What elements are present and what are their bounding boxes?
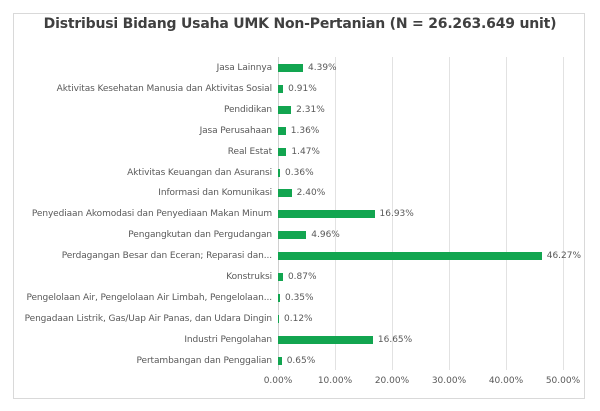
bar-row: Informasi dan Komunikasi 2.40% [0, 186, 600, 200]
value-label: 16.93% [379, 209, 414, 220]
bar-row: Penyediaan Akomodasi dan Penyediaan Maka… [0, 207, 600, 221]
category-label: Aktivitas Kesehatan Manusia dan Aktivita… [56, 83, 272, 94]
x-tick-label: 0.00% [263, 376, 293, 386]
bar [278, 252, 542, 261]
chart-title: Distribusi Bidang Usaha UMK Non-Pertania… [43, 16, 557, 32]
value-label: 0.65% [286, 355, 316, 366]
bar [278, 314, 279, 323]
bar-row: Pengadaan Listrik, Gas/Uap Air Panas, da… [0, 312, 600, 326]
category-label: Real Estat [227, 146, 272, 157]
bar-row: Perdagangan Besar dan Eceran; Reparasi d… [0, 249, 600, 263]
category-label: Aktivitas Keuangan dan Asuransi [127, 167, 272, 178]
bar [278, 84, 284, 93]
category-label: Jasa Lainnya [216, 63, 272, 73]
x-tick-label: 10.00% [317, 376, 353, 386]
value-label: 16.65% [377, 334, 413, 345]
bar-row: Aktivitas Kesehatan Manusia dan Aktivita… [0, 82, 600, 96]
bar [278, 273, 283, 281]
value-label: 0.87% [287, 272, 317, 282]
bar [278, 356, 282, 365]
bar-row: Real Estat 1.47% [0, 145, 600, 159]
x-tick-label: 30.00% [431, 376, 467, 386]
value-label: 0.12% [284, 313, 313, 324]
bar [278, 105, 292, 114]
category-label: Pendidikan [223, 104, 272, 115]
bar [278, 231, 307, 240]
value-label: 0.36% [285, 167, 314, 178]
x-tick-label: 40.00% [488, 376, 524, 386]
value-label: 1.36% [290, 125, 320, 136]
bar-row: Pendidikan 2.31% [0, 103, 600, 117]
bar-row: Pengelolaan Air, Pengelolaan Air Limbah,… [0, 291, 600, 305]
bar [278, 210, 375, 219]
bar-row: Pertambangan dan Penggalian 0.65% [0, 354, 600, 368]
category-label: Pengelolaan Air, Pengelolaan Air Limbah,… [26, 292, 272, 303]
bar [278, 126, 286, 135]
value-label: 1.47% [291, 146, 320, 157]
gridline [563, 57, 564, 370]
bar-row: Pengangkutan dan Pergudangan 4.96% [0, 228, 600, 242]
category-label: Pengadaan Listrik, Gas/Uap Air Panas, da… [24, 313, 272, 324]
value-label: 46.27% [546, 251, 582, 262]
category-label: Konstruksi [226, 272, 272, 282]
bar [278, 293, 280, 302]
category-label: Industri Pengolahan [184, 334, 272, 345]
bar-row: Jasa Perusahaan 1.36% [0, 124, 600, 138]
category-label: Informasi dan Komunikasi [158, 188, 272, 199]
x-tick-label: 20.00% [374, 376, 410, 386]
value-label: 0.35% [284, 292, 314, 303]
bar-row: Jasa Lainnya 4.39% [0, 61, 600, 75]
bar [278, 64, 304, 72]
category-label: Jasa Perusahaan [199, 125, 273, 136]
value-label: 4.96% [311, 230, 340, 241]
gridline [506, 57, 507, 370]
bar-row: Konstruksi 0.87% [0, 270, 600, 284]
bar [278, 168, 281, 177]
bar [278, 335, 373, 344]
bar [278, 147, 287, 156]
category-label: Pertambangan dan Penggalian [136, 355, 273, 366]
category-label: Penyediaan Akomodasi dan Penyediaan Maka… [31, 209, 272, 220]
value-label: 2.31% [296, 104, 325, 115]
value-label: 0.91% [288, 83, 317, 94]
x-tick-label: 50.00% [545, 376, 581, 386]
gridline [449, 57, 450, 370]
category-label: Perdagangan Besar dan Eceran; Reparasi d… [61, 251, 272, 262]
bar-row: Industri Pengolahan 16.65% [0, 333, 600, 347]
bar-row: Aktivitas Keuangan dan Asuransi 0.36% [0, 166, 600, 180]
category-label: Pengangkutan dan Pergudangan [128, 230, 272, 241]
bar [278, 189, 292, 198]
gridline [392, 57, 393, 370]
value-label: 2.40% [296, 188, 326, 199]
value-label: 4.39% [308, 63, 337, 73]
chart-frame [13, 13, 585, 399]
